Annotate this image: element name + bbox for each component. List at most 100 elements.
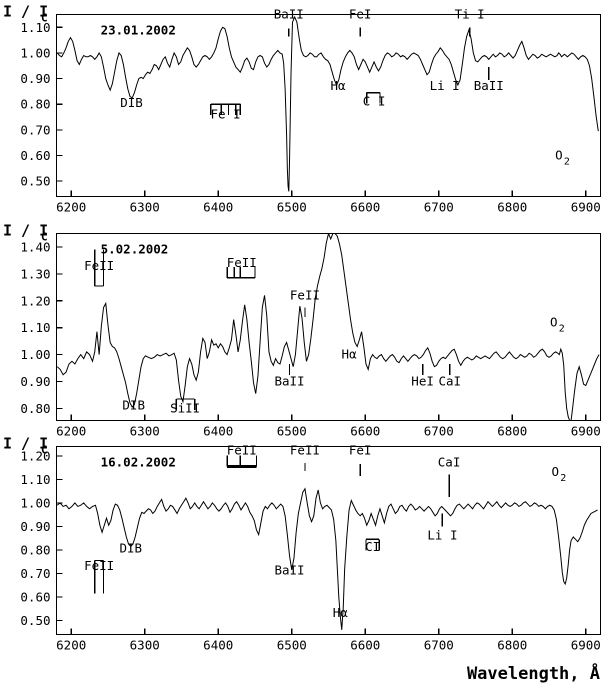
y-tick-label: 0.90 bbox=[20, 519, 50, 534]
y-tick-label: 1.10 bbox=[20, 472, 50, 487]
x-tick-label: 6300 bbox=[130, 424, 160, 439]
x-tick-label: 6200 bbox=[56, 200, 86, 215]
date-label: 16.02.2002 bbox=[101, 455, 176, 470]
annotation-label: Li I bbox=[430, 78, 460, 93]
annotation-label: CI bbox=[365, 539, 380, 554]
y-tick-label: 1.20 bbox=[20, 448, 50, 463]
x-tick-label: 6400 bbox=[203, 638, 233, 653]
y-tick-label: 1.00 bbox=[20, 347, 50, 362]
x-tick-label: 6700 bbox=[424, 424, 454, 439]
y-tick-label: 1.40 bbox=[20, 239, 50, 254]
panel-1: 6200 6300 6400 6500 6600 6700 6800 6900 0.50 0.60… bbox=[3, 3, 602, 215]
x-tick-label: 6200 bbox=[56, 638, 86, 653]
y-axis-title: I / I bbox=[3, 222, 48, 240]
y-axis-title-subscript: C bbox=[41, 231, 48, 244]
line-annotation: FeII bbox=[290, 443, 320, 472]
x-tick-label: 6400 bbox=[203, 424, 233, 439]
annotation-label: FeII bbox=[290, 443, 320, 458]
annotation-label: Li I bbox=[427, 527, 457, 542]
x-tick-label: 6600 bbox=[350, 638, 380, 653]
annotation-label: SiII bbox=[170, 400, 200, 415]
annotation-subscript: 2 bbox=[564, 156, 570, 167]
line-annotation: Li I bbox=[430, 78, 460, 93]
annotation-label: Fe I bbox=[211, 106, 241, 121]
line-annotation: FeII bbox=[226, 443, 258, 468]
annotation-label: BaII bbox=[274, 563, 304, 578]
x-tick-label: 6300 bbox=[130, 200, 160, 215]
panel-3: 6200 6300 6400 6500 6600 6700 6800 6900 0.50 0.60… bbox=[3, 435, 602, 653]
annotation-label: FeII bbox=[290, 287, 320, 302]
x-tick-label: 6300 bbox=[130, 638, 160, 653]
panel-2: 6200 6300 6400 6500 6600 6700 6800 6900 0.80 0.90… bbox=[3, 222, 602, 439]
annotation-label: FeII bbox=[227, 255, 257, 270]
x-tick-label: 6900 bbox=[571, 638, 601, 653]
date-label: 5.02.2002 bbox=[101, 242, 169, 257]
annotation-label: FeII bbox=[84, 558, 114, 573]
y-tick-label: 0.70 bbox=[20, 122, 50, 137]
plot-frame bbox=[55, 445, 602, 636]
annotation-subscript: 2 bbox=[559, 323, 565, 334]
y-tick-label: 0.80 bbox=[20, 97, 50, 112]
annotation-label: BaII bbox=[274, 374, 304, 389]
plot-frame bbox=[55, 13, 602, 198]
line-annotation: FeII bbox=[84, 249, 114, 287]
line-annotation: FeII bbox=[84, 558, 114, 594]
x-tick-label: 6700 bbox=[424, 638, 454, 653]
x-tick-label: 6200 bbox=[56, 424, 86, 439]
annotation-label: O bbox=[552, 464, 560, 479]
annotation-label: Hα bbox=[333, 605, 349, 620]
date-label: 23.01.2002 bbox=[101, 23, 176, 38]
line-annotation: FeII bbox=[290, 287, 320, 317]
x-tick-label: 6900 bbox=[571, 424, 601, 439]
line-annotation: BaII bbox=[274, 6, 304, 37]
x-tick-label: 6400 bbox=[203, 200, 233, 215]
y-axis-title: I / I bbox=[3, 435, 48, 453]
annotation-label: DIB bbox=[122, 398, 145, 413]
x-tick-label: 6500 bbox=[277, 424, 307, 439]
y-tick-label: 0.60 bbox=[20, 589, 50, 604]
line-annotation: CaI bbox=[438, 454, 461, 498]
annotation-label: CaI bbox=[438, 454, 461, 469]
annotation-label: O bbox=[555, 147, 563, 162]
y-axis-title-subscript: C bbox=[41, 12, 48, 25]
annotation-label: DIB bbox=[120, 95, 143, 110]
line-annotation: HeI bbox=[411, 363, 434, 389]
spectrum-line bbox=[56, 487, 598, 630]
line-annotation: Hα bbox=[331, 78, 347, 93]
line-annotation: CaI bbox=[439, 363, 462, 389]
annotation-label: HeI bbox=[411, 374, 434, 389]
annotation-label: Ti I bbox=[455, 6, 485, 21]
annotation-label: FeII bbox=[227, 443, 257, 458]
y-tick-label: 0.70 bbox=[20, 566, 50, 581]
y-tick-label: 0.90 bbox=[20, 374, 50, 389]
line-annotation: FeI bbox=[349, 443, 372, 476]
x-tick-label: 6700 bbox=[424, 200, 454, 215]
line-annotation: DIB bbox=[119, 540, 142, 555]
spectrum-line bbox=[56, 15, 599, 192]
y-axis-title-subscript: C bbox=[41, 444, 48, 457]
y-axis-title: I / I bbox=[3, 3, 48, 21]
y-tick-label: 0.80 bbox=[20, 542, 50, 557]
y-tick-label: 0.80 bbox=[20, 401, 50, 416]
y-tick-label: 1.10 bbox=[20, 320, 50, 335]
line-annotation: CI bbox=[365, 538, 380, 554]
annotation-label: CaI bbox=[439, 374, 462, 389]
line-annotation: Li I bbox=[427, 513, 458, 542]
annotation-label: BaII bbox=[274, 6, 304, 21]
y-tick-label: 0.60 bbox=[20, 148, 50, 163]
x-tick-label: 6900 bbox=[571, 200, 601, 215]
annotation-label: FeI bbox=[349, 443, 372, 458]
x-axis-title: Wavelength, Å bbox=[467, 661, 600, 684]
line-annotation: Hα bbox=[333, 605, 349, 620]
line-annotation: C I bbox=[363, 91, 385, 109]
annotation-subscript: 2 bbox=[560, 473, 566, 484]
line-annotation: Fe I bbox=[210, 103, 241, 121]
y-tick-label: 1.10 bbox=[20, 20, 50, 35]
y-tick-label: 0.90 bbox=[20, 71, 50, 86]
annotation-label: Hα bbox=[331, 78, 347, 93]
annotation-label: BaII bbox=[474, 78, 504, 93]
